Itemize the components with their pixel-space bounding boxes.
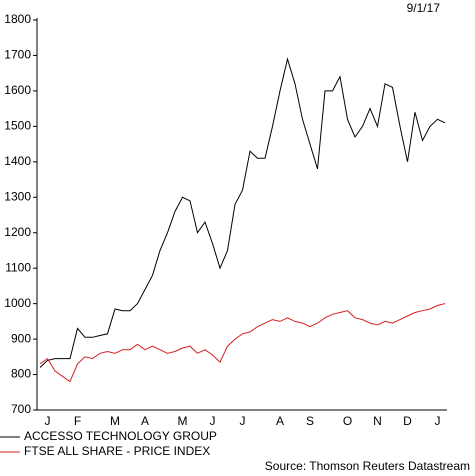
y-tick-label: 1000 [4, 296, 31, 310]
x-tick-label: J [240, 414, 246, 428]
y-tick-label: 700 [11, 402, 31, 416]
x-tick-label: M [110, 414, 120, 428]
chart-date: 9/1/17 [407, 1, 441, 15]
y-tick-label: 1100 [5, 260, 31, 274]
source-note: Source: Thomson Reuters Datastream [265, 459, 470, 473]
y-tick-label: 1400 [4, 154, 31, 168]
y-tick-label: 1300 [4, 189, 31, 203]
x-tick-label: O [343, 414, 352, 428]
x-tick-label: J [435, 414, 441, 428]
y-tick-label: 900 [11, 331, 31, 345]
x-tick-label: D [403, 414, 412, 428]
x-tick-label: M [178, 414, 188, 428]
x-tick-label: A [276, 414, 284, 428]
legend-label: ACCESSO TECHNOLOGY GROUP [24, 429, 217, 443]
x-tick-label: J [45, 414, 51, 428]
y-tick-label: 1700 [4, 48, 31, 62]
x-tick-label: S [306, 414, 314, 428]
x-tick-label: F [74, 414, 81, 428]
x-tick-label: J [210, 414, 216, 428]
y-tick-label: 1200 [4, 225, 31, 239]
x-tick-label: N [373, 414, 382, 428]
y-tick-label: 1500 [4, 119, 31, 133]
y-tick-label: 800 [11, 367, 31, 381]
y-tick-label: 1600 [4, 83, 31, 97]
x-tick-label: A [141, 414, 149, 428]
legend-label: FTSE ALL SHARE - PRICE INDEX [24, 444, 210, 458]
y-tick-label: 1800 [4, 12, 31, 26]
data-line [39, 303, 446, 383]
data-line [39, 57, 446, 368]
